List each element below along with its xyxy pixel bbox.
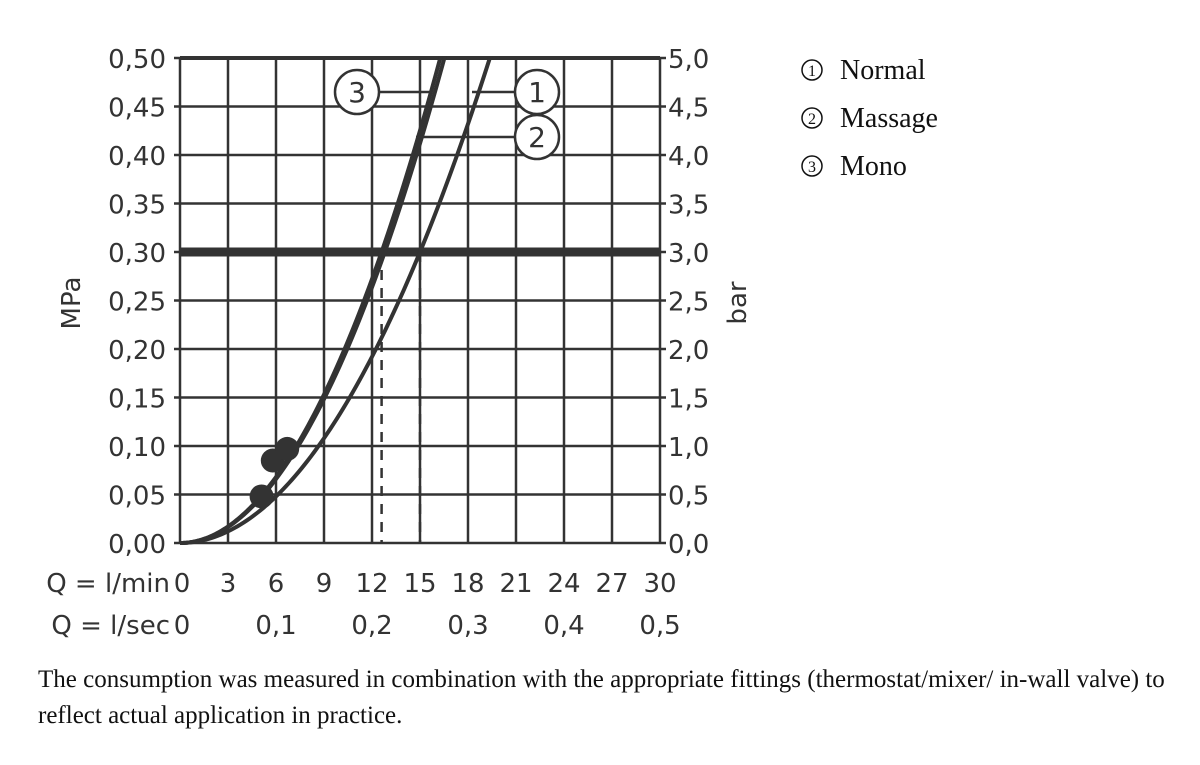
legend-marker-circle bbox=[801, 107, 823, 129]
callout-number: 3 bbox=[348, 76, 366, 109]
x-tick-label-lmin: 6 bbox=[268, 569, 285, 599]
x-tick-label-lmin: 12 bbox=[355, 569, 388, 599]
y-tick-label-left: 0,05 bbox=[108, 482, 166, 512]
x-axis-label-lsec: Q = l/sec bbox=[51, 611, 170, 641]
y-tick-label-left: 0,50 bbox=[108, 45, 166, 75]
y-tick-label-left: 0,00 bbox=[108, 530, 166, 560]
x-tick-label-lmin: 21 bbox=[499, 569, 532, 599]
pressure-flow-chart: 0,000,050,100,150,200,250,300,350,400,45… bbox=[46, 45, 938, 641]
operating-point-dot bbox=[275, 436, 300, 461]
y-tick-label-left: 0,40 bbox=[108, 142, 166, 172]
x-tick-label-lsec: 0,4 bbox=[543, 611, 584, 641]
y-tick-label-right: 0,5 bbox=[668, 482, 709, 512]
curve-normal bbox=[179, 56, 493, 545]
legend-marker-circle bbox=[801, 59, 823, 81]
operating-point-dot bbox=[249, 484, 274, 509]
y-tick-label-right: 4,5 bbox=[668, 94, 709, 124]
caption: The consumption was measured in combinat… bbox=[38, 666, 1165, 729]
y-tick-label-left: 0,45 bbox=[108, 94, 166, 124]
y-tick-label-left: 0,25 bbox=[108, 288, 166, 318]
y-tick-label-right: 0,0 bbox=[668, 530, 709, 560]
legend-label-massage: Massage bbox=[840, 103, 938, 134]
y-tick-label-right: 3,0 bbox=[668, 239, 709, 269]
y-tick-label-right: 1,0 bbox=[668, 433, 709, 463]
y-tick-label-left: 0,15 bbox=[108, 385, 166, 415]
x-tick-label-lmin: 3 bbox=[220, 569, 237, 599]
y-tick-label-left: 0,20 bbox=[108, 336, 166, 366]
y-tick-label-left: 0,30 bbox=[108, 239, 166, 269]
y-tick-label-right: 1,5 bbox=[668, 385, 709, 415]
legend-marker-number: 2 bbox=[808, 111, 816, 128]
x-tick-label-lsec: 0 bbox=[174, 611, 191, 641]
x-tick-label-lmin: 9 bbox=[316, 569, 333, 599]
legend-label-mono: Mono bbox=[840, 151, 907, 182]
x-tick-label-lmin: 24 bbox=[547, 569, 580, 599]
y-tick-label-left: 0,10 bbox=[108, 433, 166, 463]
x-tick-label-lmin: 30 bbox=[643, 569, 676, 599]
x-axis-label-lmin: Q = l/min bbox=[46, 569, 170, 599]
x-tick-label-lsec: 0,2 bbox=[351, 611, 392, 641]
legend-marker-number: 3 bbox=[808, 159, 816, 176]
y-axis-label-right: bar bbox=[723, 281, 753, 324]
legend-marker-number: 1 bbox=[808, 63, 816, 80]
x-tick-label-lmin: 27 bbox=[595, 569, 628, 599]
y-tick-label-right: 3,5 bbox=[668, 191, 709, 221]
callout-number: 2 bbox=[528, 121, 546, 154]
x-tick-label-lmin: 0 bbox=[174, 569, 191, 599]
legend-marker-circle bbox=[801, 155, 823, 177]
x-tick-label-lsec: 0,3 bbox=[447, 611, 488, 641]
y-tick-label-right: 2,5 bbox=[668, 288, 709, 318]
y-tick-label-left: 0,35 bbox=[108, 191, 166, 221]
x-tick-label-lmin: 15 bbox=[403, 569, 436, 599]
y-tick-label-right: 4,0 bbox=[668, 142, 709, 172]
y-axis-label-left: MPa bbox=[57, 277, 87, 330]
legend-label-normal: Normal bbox=[840, 55, 926, 86]
callout-circle-2 bbox=[513, 113, 561, 161]
x-tick-label-lsec: 0,1 bbox=[255, 611, 296, 641]
x-tick-label-lmin: 18 bbox=[451, 569, 484, 599]
y-tick-label-right: 5,0 bbox=[668, 45, 709, 75]
callout-circle-3 bbox=[333, 68, 381, 116]
callout-number: 1 bbox=[528, 76, 546, 109]
x-tick-label-lsec: 0,5 bbox=[639, 611, 680, 641]
y-tick-label-right: 2,0 bbox=[668, 336, 709, 366]
